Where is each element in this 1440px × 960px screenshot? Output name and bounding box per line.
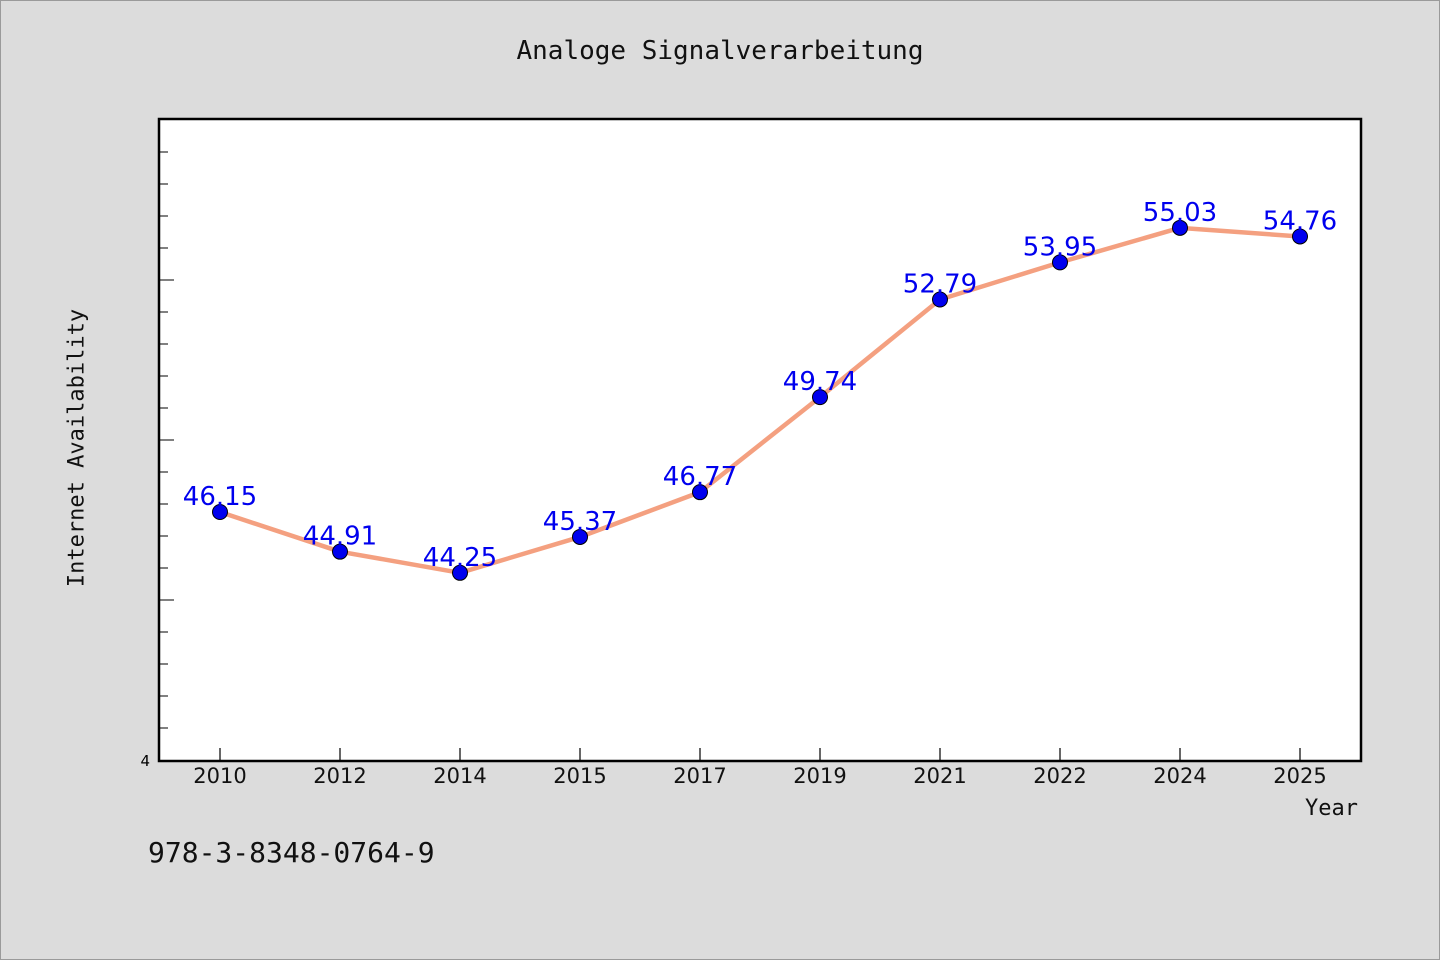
data-point	[1052, 254, 1068, 271]
data-label: 54.76	[1263, 206, 1337, 236]
x-tick-label: 2015	[553, 764, 606, 788]
x-tick-label: 2019	[793, 764, 846, 788]
data-label: 44.25	[423, 543, 497, 573]
data-point	[572, 528, 588, 545]
x-tick-label: 2017	[673, 764, 726, 788]
data-label: 52.79	[903, 270, 977, 300]
data-point	[452, 564, 468, 581]
x-tick-label: 2014	[433, 764, 486, 788]
x-tick-label: 2012	[313, 764, 366, 788]
data-label: 46.15	[183, 482, 257, 512]
data-point	[812, 389, 828, 406]
isbn-text: 978-3-8348-0764-9	[148, 836, 435, 869]
data-point	[332, 543, 348, 560]
data-label: 46.77	[663, 462, 737, 492]
data-point	[1172, 219, 1188, 236]
x-tick-label: 2010	[193, 764, 246, 788]
chart-title: Analoge Signalverarbeitung	[516, 36, 924, 66]
series-group: 46.15 44.91 44.25 45.37 46.77 49.74 52.79 53.95…	[183, 198, 1337, 581]
data-label: 53.95	[1023, 232, 1097, 262]
data-point	[932, 291, 948, 308]
x-tick-label: 2024	[1153, 764, 1206, 788]
data-point	[1292, 228, 1308, 245]
x-tick-label: 2025	[1273, 764, 1326, 788]
data-point	[692, 484, 708, 501]
plot-area	[157, 117, 1363, 763]
x-axis-label: Year	[1305, 796, 1358, 821]
data-label: 49.74	[783, 367, 857, 397]
data-label: 55.03	[1143, 198, 1217, 228]
data-label: 45.37	[543, 507, 617, 537]
x-tick-label: 2021	[913, 764, 966, 788]
y-axis-ticks: 4	[140, 151, 174, 770]
data-label: 44.91	[303, 522, 377, 552]
data-point	[212, 504, 228, 520]
y-tick-label: 4	[140, 752, 150, 770]
series-line	[217, 225, 1303, 576]
x-tick-label: 2022	[1033, 764, 1086, 788]
x-axis-ticks: 2010 2012 2014 2015 2017 2019 2021 2022 2024 2025	[193, 748, 1327, 788]
